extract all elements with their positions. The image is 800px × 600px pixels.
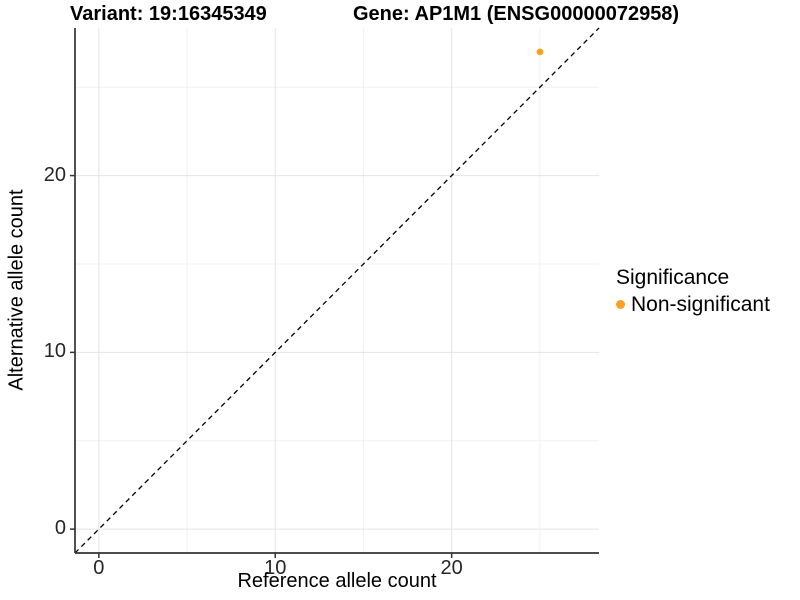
x-tick-label: 20 bbox=[440, 557, 463, 579]
legend-items: Non-significant bbox=[616, 292, 770, 317]
legend-title: Significance bbox=[616, 266, 730, 289]
legend-item: Non-significant bbox=[616, 292, 770, 317]
plot-title-variant: Variant: 19:16345349 bbox=[70, 3, 267, 25]
y-tick-label: 10 bbox=[43, 340, 66, 363]
data-point bbox=[536, 48, 544, 56]
x-tick-label: 10 bbox=[264, 557, 287, 579]
legend: Significance Non-significant bbox=[616, 265, 770, 317]
y-tick-label: 20 bbox=[43, 163, 66, 186]
y-tick-label: 0 bbox=[54, 517, 66, 540]
y-axis-label: Alternative allele count bbox=[5, 189, 28, 391]
legend-key-dot-icon bbox=[616, 300, 625, 309]
plot-title-gene: Gene: AP1M1 (ENSG00000072958) bbox=[353, 3, 680, 25]
x-axis-label: Reference allele count bbox=[237, 570, 437, 592]
x-tick-label: 0 bbox=[93, 557, 105, 579]
legend-item-label: Non-significant bbox=[631, 293, 770, 316]
identity-line bbox=[74, 27, 600, 554]
